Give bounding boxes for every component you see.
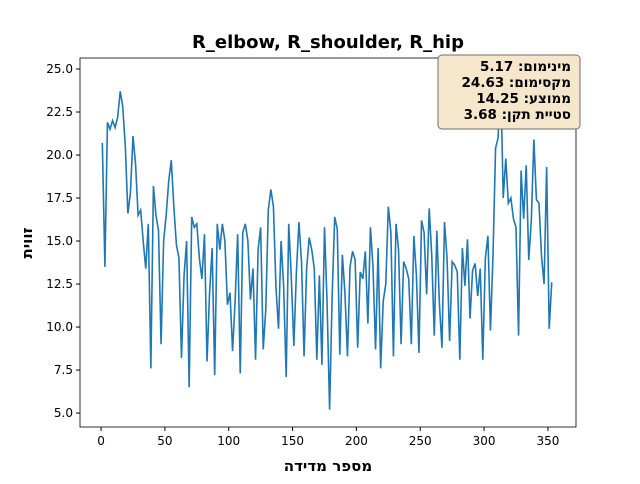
x-tick-label: 100 xyxy=(217,434,240,448)
x-tick-label: 250 xyxy=(409,434,432,448)
data-line xyxy=(101,75,553,410)
chart-title: R_elbow, R_shoulder, R_hip xyxy=(192,32,464,53)
x-axis-label: מספר מדידה xyxy=(284,457,372,475)
y-tick-label: 10.0 xyxy=(46,320,73,334)
annotation-box xyxy=(437,54,581,130)
y-tick-label: 5.0 xyxy=(54,406,73,420)
x-tick-label: 350 xyxy=(536,434,559,448)
x-tick-label: 150 xyxy=(281,434,304,448)
y-tick-label: 25.0 xyxy=(46,62,73,76)
y-tick-label: 7.5 xyxy=(54,363,73,377)
y-tick-label: 22.5 xyxy=(46,105,73,119)
x-tick-label: 50 xyxy=(157,434,172,448)
x-tick-label: 0 xyxy=(97,434,105,448)
x-tick-label: 200 xyxy=(345,434,368,448)
x-tick-label: 300 xyxy=(473,434,496,448)
annotation-text: סטיית תקן: 3.68 xyxy=(464,107,571,123)
y-axis-label: זווית xyxy=(18,228,36,259)
y-tick-label: 12.5 xyxy=(46,277,73,291)
annotation-text: ממוצע: 14.25 xyxy=(476,91,571,107)
y-tick-label: 17.5 xyxy=(46,191,73,205)
annotation-text: מינימום: 5.17 xyxy=(480,59,571,75)
y-tick-label: 20.0 xyxy=(46,148,73,162)
y-tick-label: 15.0 xyxy=(46,234,73,248)
plot-frame xyxy=(79,57,577,428)
annotation-text: מקסימום: 24.63 xyxy=(462,75,571,91)
